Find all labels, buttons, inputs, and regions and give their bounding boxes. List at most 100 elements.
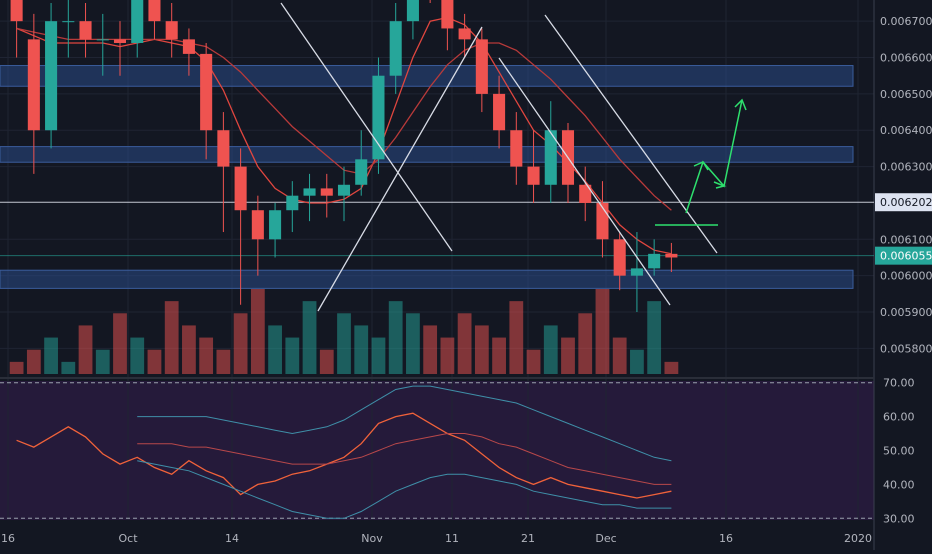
- y-tick-label: 0.006700: [880, 15, 932, 28]
- volume-bar: [440, 337, 455, 374]
- projection-arrow-head: [734, 98, 747, 111]
- volume-bar: [474, 325, 489, 374]
- volume-bar: [526, 349, 541, 374]
- y-tick-label: 0.005900: [880, 306, 932, 319]
- volume-bar: [268, 325, 282, 374]
- candle-body: [269, 210, 282, 240]
- candle-body: [148, 0, 161, 22]
- y-tick-label: 0.006000: [880, 270, 932, 283]
- candle-body: [113, 39, 127, 43]
- volume-bar: [95, 349, 110, 374]
- zone-rect: [0, 269, 854, 289]
- volume-bar: [337, 313, 351, 374]
- zone-rect: [0, 146, 854, 163]
- oscillator-oscillator-line: [16, 412, 672, 499]
- candle-body: [79, 21, 92, 40]
- y-tick-labels: 0.006700 0.006600 0.006500 0.006400 0.006300…: [880, 15, 932, 525]
- oscillator-y-tick-label: 40.00: [883, 478, 915, 491]
- volume-bar: [302, 301, 317, 374]
- volume-bar: [44, 337, 58, 374]
- candle-body: [200, 53, 213, 131]
- oscillator-y-tick-label: 30.00: [883, 512, 915, 525]
- price-label-box: [875, 193, 932, 212]
- volume-bar: [9, 361, 24, 374]
- x-tick-label: 2020: [844, 532, 872, 545]
- candle-body: [182, 39, 195, 54]
- oscillator-band-mid-line: [137, 433, 672, 485]
- candle-body: [458, 28, 471, 40]
- candle-body: [62, 21, 75, 23]
- volume-bar: [388, 301, 403, 374]
- trendline: [317, 26, 483, 312]
- volume-bar: [406, 313, 420, 374]
- candle-body: [613, 239, 626, 276]
- candle-body: [217, 130, 230, 167]
- oscillator-band-background: [0, 381, 874, 520]
- volume-bar: [130, 337, 145, 374]
- candle-body: [96, 39, 109, 41]
- volume-bar: [61, 361, 76, 374]
- oscillator-lines: [0, 382, 874, 519]
- channel-line: [544, 14, 718, 254]
- candle-body: [303, 188, 316, 196]
- candle-body: [45, 21, 58, 131]
- volume-bar: [250, 289, 265, 374]
- candle-body: [665, 253, 678, 258]
- volume-bar: [78, 325, 93, 374]
- y-tick-label: 0.006300: [880, 161, 932, 174]
- x-tick-label: Dec: [595, 532, 616, 545]
- candle-body: [286, 195, 299, 211]
- volume-bar: [647, 301, 662, 374]
- volume-bar: [595, 289, 610, 374]
- candle-body: [165, 21, 178, 40]
- candle-body: [372, 75, 385, 160]
- x-tick-label: 14: [225, 532, 239, 545]
- candle-body: [320, 188, 333, 196]
- projection-arrow-path: [685, 99, 743, 214]
- x-tick-label: 21: [521, 532, 535, 545]
- projection-arrow-head: [693, 161, 709, 171]
- price-label-text: 0.006202: [880, 196, 932, 209]
- volume-bar: [26, 349, 41, 374]
- candle-body: [337, 184, 351, 196]
- volume-bar: [509, 301, 524, 374]
- candle-body: [493, 93, 506, 131]
- y-tick-label: 0.005800: [880, 342, 932, 355]
- oscillator-band-upper-line: [137, 385, 672, 462]
- volume-bar: [664, 361, 679, 374]
- volume-bar: [371, 337, 386, 374]
- candle-body: [441, 0, 454, 29]
- candle-body: [406, 0, 419, 22]
- volume-bar: [233, 313, 248, 374]
- candle-body: [648, 253, 661, 269]
- candle-body: [131, 0, 144, 43]
- volume-bar: [147, 349, 162, 374]
- volume-bar: [354, 325, 369, 374]
- oscillator-y-tick-label: 50.00: [883, 445, 915, 458]
- oscillator-y-tick-label: 60.00: [883, 411, 915, 424]
- price-label-text: 0.006055: [880, 250, 932, 263]
- volume-bars: [9, 289, 679, 374]
- price-label-box: [875, 246, 932, 265]
- volume-bar: [457, 313, 472, 374]
- candle-body: [355, 159, 368, 185]
- candle-body: [234, 166, 247, 211]
- candle-body: [389, 21, 402, 76]
- candle-body: [579, 184, 592, 203]
- candles: [10, 0, 678, 313]
- volume-bar: [543, 325, 558, 374]
- oscillator-band-lower-line: [137, 460, 672, 519]
- channel-line: [498, 57, 671, 306]
- x-tick-label: 11: [445, 532, 459, 545]
- zones: [0, 65, 874, 289]
- drawings: [280, 2, 747, 312]
- x-tick-labels: 16 Oct 14 Nov 11 21 Dec 16 2020: [1, 532, 872, 545]
- x-tick-label: 16: [719, 532, 733, 545]
- x-tick-label: Nov: [361, 532, 383, 545]
- candle-body: [510, 130, 523, 167]
- trendline: [280, 2, 453, 252]
- volume-bar: [199, 337, 214, 374]
- x-tick-label: Oct: [118, 532, 138, 545]
